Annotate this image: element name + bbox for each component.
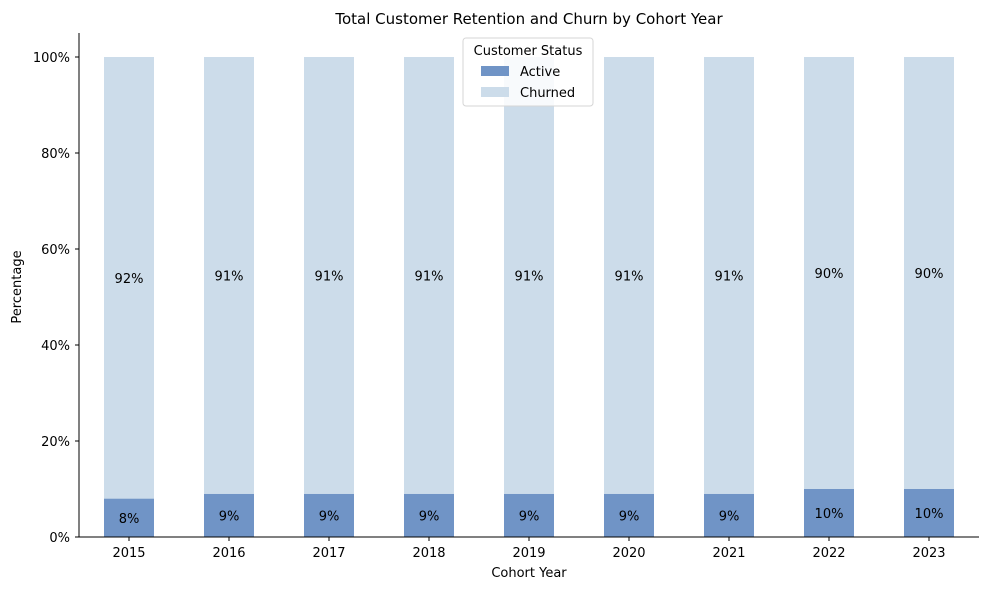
bar-churned-2016 <box>204 57 254 494</box>
x-tick-label-2016: 2016 <box>212 546 245 561</box>
data-label-churned-2015: 92% <box>115 272 144 287</box>
legend-swatch-churned <box>481 87 509 97</box>
data-label-active-2017: 9% <box>319 509 340 524</box>
bar-churned-2022 <box>804 57 854 489</box>
x-tick-label-2023: 2023 <box>912 546 945 561</box>
x-tick-label-2018: 2018 <box>412 546 445 561</box>
y-tick-label: 60% <box>41 243 70 258</box>
legend-title: Customer Status <box>474 44 583 59</box>
bar-active-2020 <box>604 493 654 537</box>
data-label-churned-2020: 91% <box>615 269 644 284</box>
data-label-active-2022: 10% <box>815 507 844 522</box>
legend-label-active: Active <box>520 65 560 80</box>
bar-active-2018 <box>404 493 454 537</box>
data-label-active-2021: 9% <box>719 509 740 524</box>
data-label-churned-2023: 90% <box>915 267 944 282</box>
bar-active-2021 <box>704 493 754 537</box>
x-tick-label-2019: 2019 <box>512 546 545 561</box>
legend-label-churned: Churned <box>520 86 575 101</box>
data-label-active-2015: 8% <box>119 512 140 527</box>
x-tick-label-2022: 2022 <box>812 546 845 561</box>
data-label-churned-2018: 91% <box>415 269 444 284</box>
bar-active-2017 <box>304 493 354 537</box>
bar-churned-2017 <box>304 57 354 494</box>
data-label-active-2019: 9% <box>519 509 540 524</box>
x-tick-label-2021: 2021 <box>712 546 745 561</box>
x-tick-label-2015: 2015 <box>112 546 145 561</box>
y-tick-label: 100% <box>33 51 70 66</box>
bar-active-2023 <box>904 489 954 537</box>
bar-active-2015 <box>104 498 154 537</box>
data-label-active-2020: 9% <box>619 509 640 524</box>
data-label-churned-2016: 91% <box>215 269 244 284</box>
data-label-active-2016: 9% <box>219 509 240 524</box>
y-axis: 0% 20% 40% 60% 80% 100% <box>33 33 80 546</box>
y-tick-label: 40% <box>41 339 70 354</box>
legend: Customer Status Active Churned <box>462 37 594 107</box>
x-tick-label-2017: 2017 <box>312 546 345 561</box>
bar-churned-2019 <box>504 57 554 494</box>
x-axis: 2015 2016 2017 2018 2019 2020 2021 2022 2023 <box>79 536 979 561</box>
bar-active-2019 <box>504 493 554 537</box>
bar-churned-2021 <box>704 57 754 494</box>
data-label-churned-2017: 91% <box>315 269 344 284</box>
chart-title: Total Customer Retention and Churn by Co… <box>334 10 723 28</box>
bar-churned-2015 <box>104 57 154 499</box>
y-tick-label: 0% <box>49 531 70 546</box>
bar-churned-2020 <box>604 57 654 494</box>
bar-active-2016 <box>204 493 254 537</box>
bar-active-2022 <box>804 489 854 537</box>
x-axis-label: Cohort Year <box>491 566 567 581</box>
data-label-churned-2019: 91% <box>515 269 544 284</box>
data-label-churned-2022: 90% <box>815 267 844 282</box>
data-label-churned-2021: 91% <box>715 269 744 284</box>
plot-area: 8% 92% 9% 91% 9% 91% 9% 91% 9% 91% 9% 91% 9% 91% 10% 90… <box>104 57 954 537</box>
y-axis-label: Percentage <box>10 250 25 323</box>
bar-churned-2018 <box>404 57 454 494</box>
data-label-active-2018: 9% <box>419 509 440 524</box>
bar-churned-2023 <box>904 57 954 489</box>
x-tick-label-2020: 2020 <box>612 546 645 561</box>
legend-swatch-active <box>481 66 509 76</box>
y-tick-label: 20% <box>41 435 70 450</box>
data-label-active-2023: 10% <box>915 507 944 522</box>
y-tick-label: 80% <box>41 147 70 162</box>
